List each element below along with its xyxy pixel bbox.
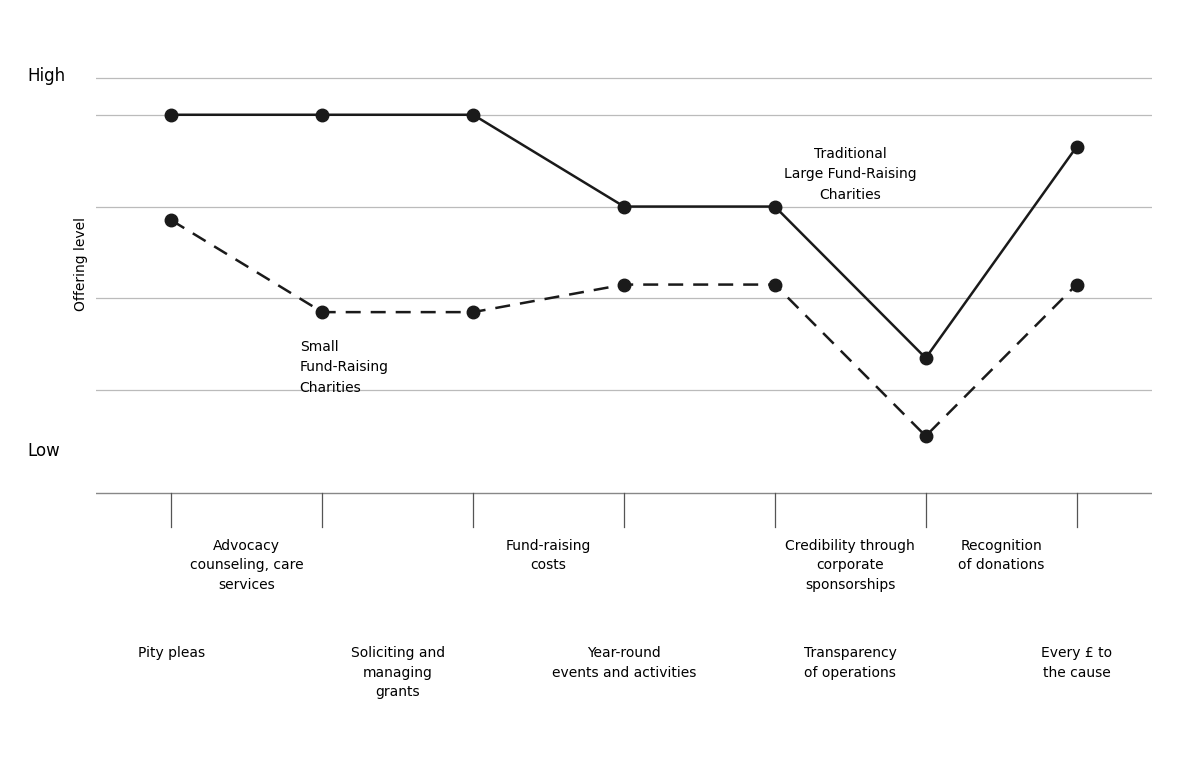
Y-axis label: Offering level: Offering level xyxy=(73,217,88,311)
Text: Credibility through
corporate
sponsorships: Credibility through corporate sponsorshi… xyxy=(786,539,916,591)
Text: Pity pleas: Pity pleas xyxy=(138,646,205,660)
Text: High: High xyxy=(28,67,66,86)
Text: Advocacy
counseling, care
services: Advocacy counseling, care services xyxy=(190,539,304,591)
Text: Year-round
events and activities: Year-round events and activities xyxy=(552,646,696,679)
Text: Recognition
of donations: Recognition of donations xyxy=(958,539,1044,572)
Text: Soliciting and
managing
grants: Soliciting and managing grants xyxy=(350,646,445,699)
Text: Transparency
of operations: Transparency of operations xyxy=(804,646,896,679)
Text: Low: Low xyxy=(28,442,60,461)
Text: Small
Fund-Raising
Charities: Small Fund-Raising Charities xyxy=(300,340,389,395)
Text: Fund-raising
costs: Fund-raising costs xyxy=(506,539,592,572)
Text: Every £ to
the cause: Every £ to the cause xyxy=(1042,646,1112,679)
Text: Traditional
Large Fund-Raising
Charities: Traditional Large Fund-Raising Charities xyxy=(784,147,917,202)
